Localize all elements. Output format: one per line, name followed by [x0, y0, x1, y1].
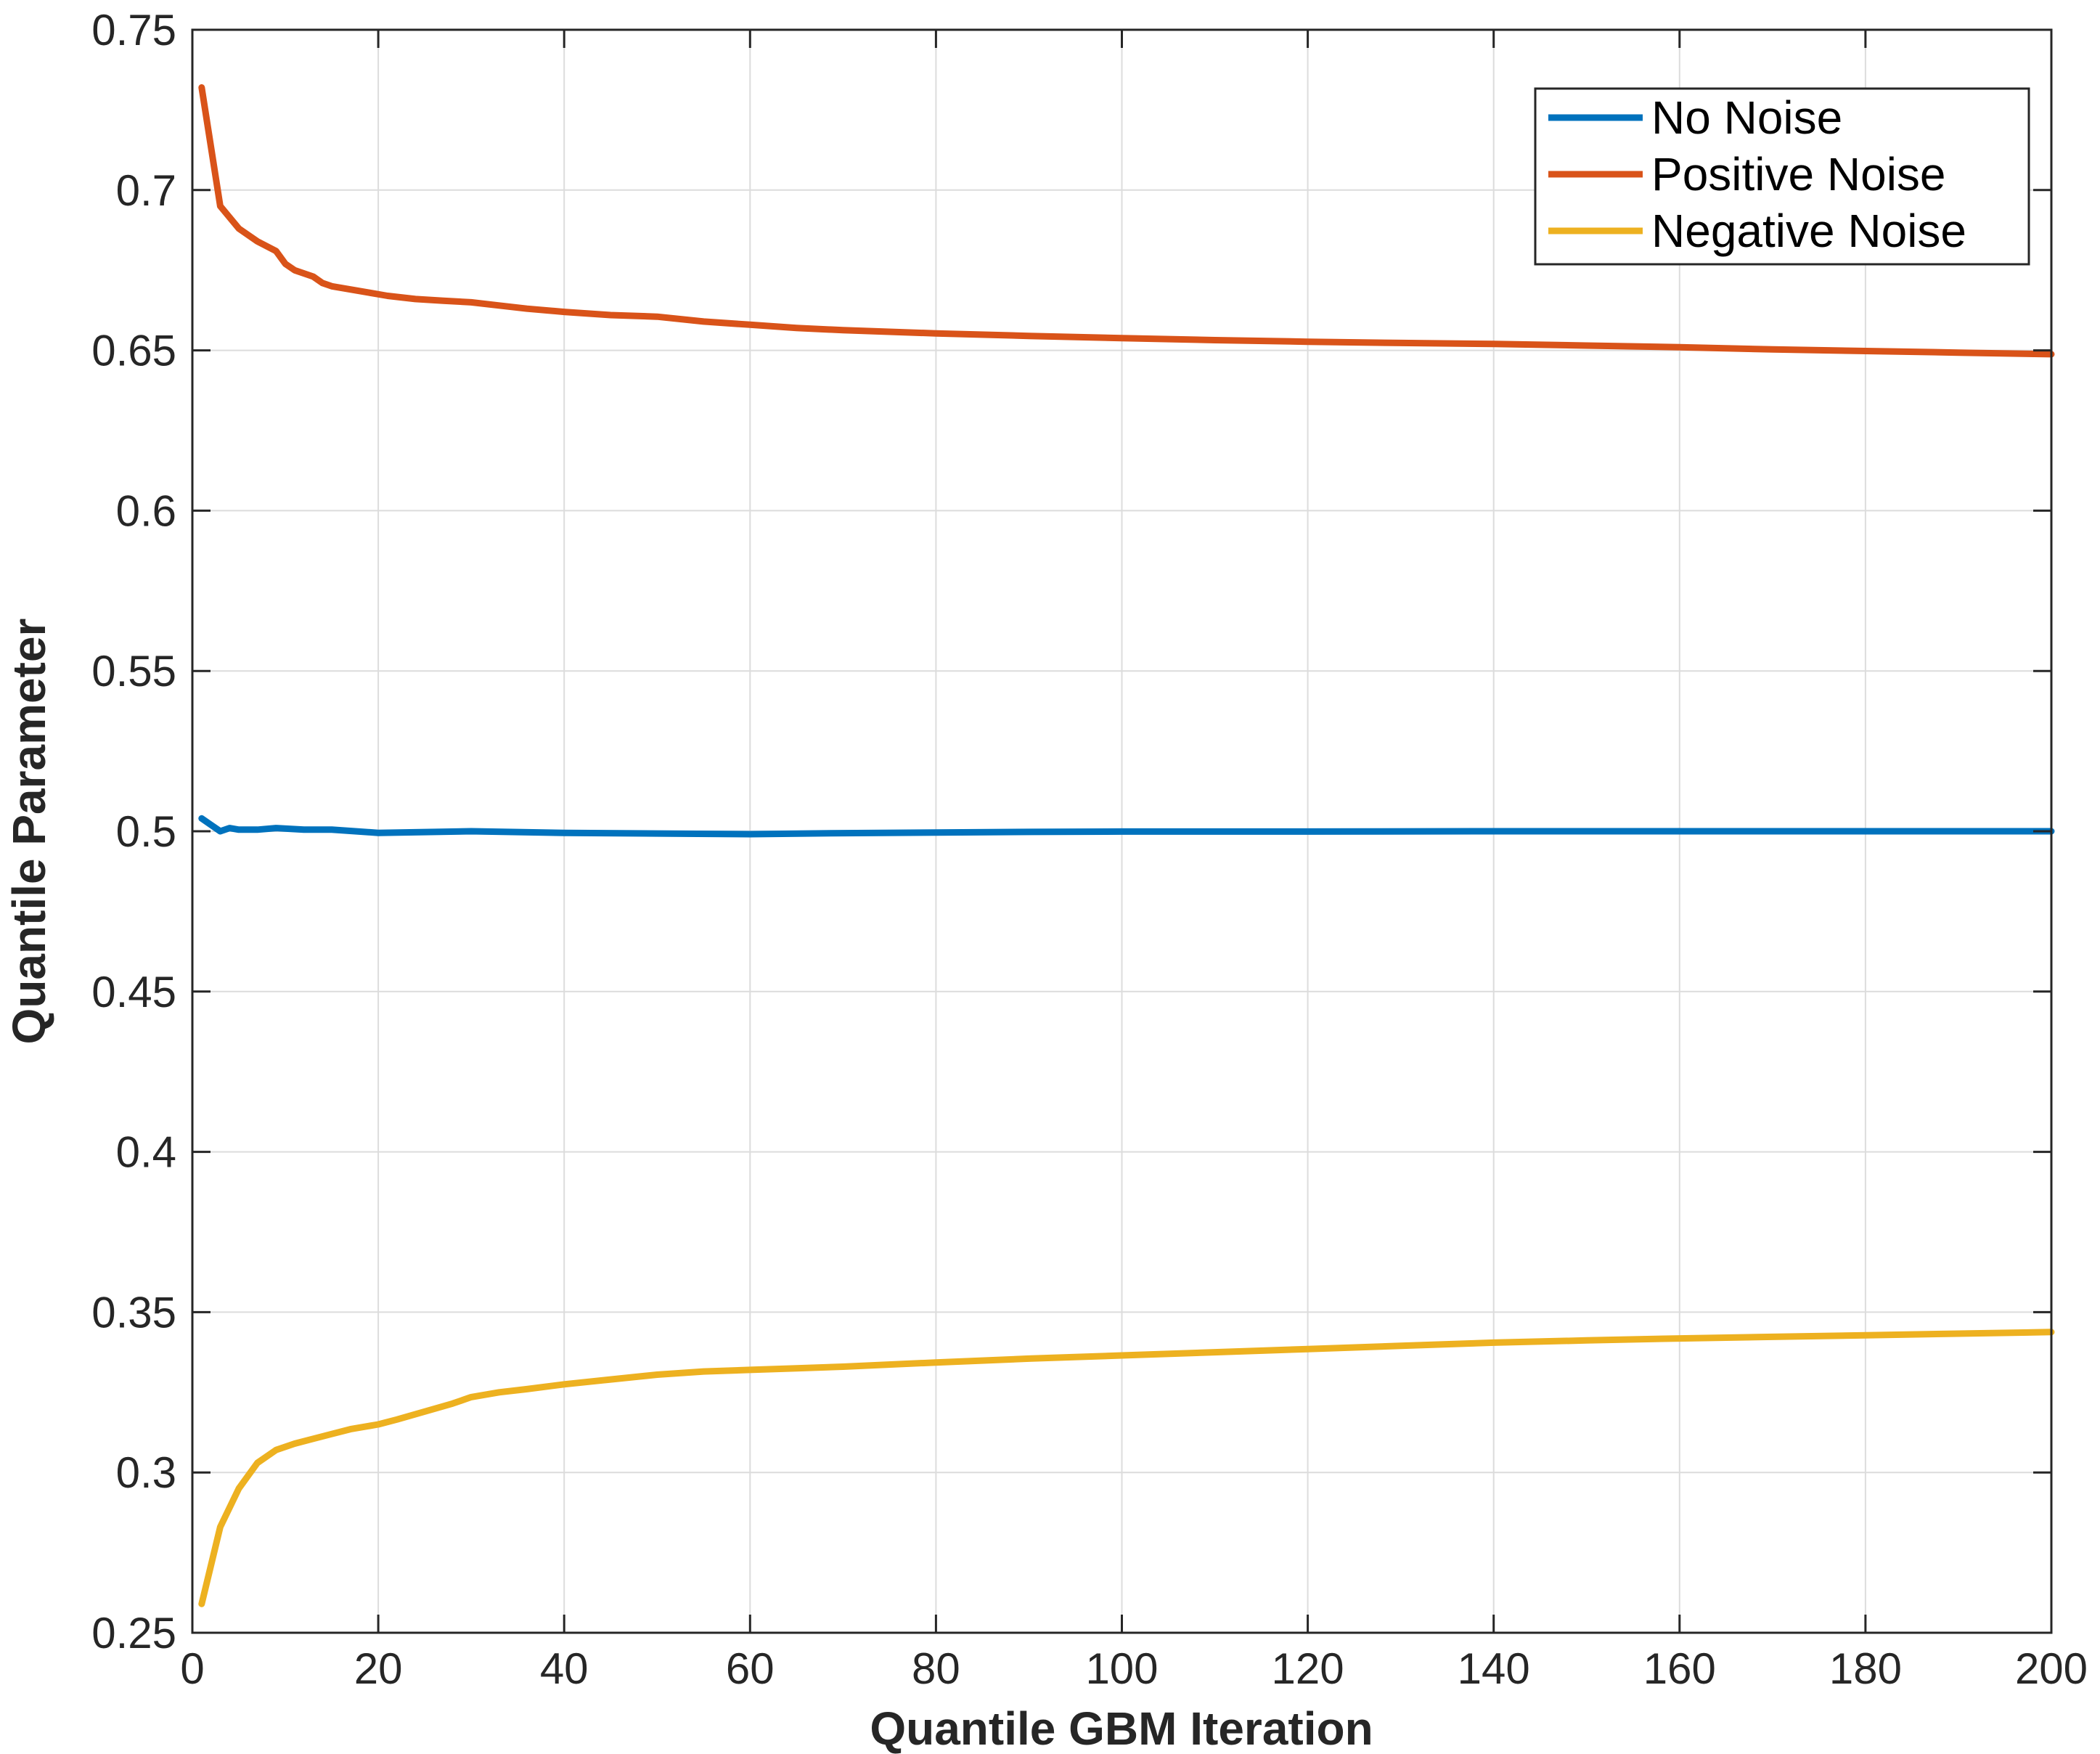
x-tick-label: 180 [1829, 1644, 1902, 1693]
x-tick-label: 140 [1458, 1644, 1530, 1693]
x-tick-label: 80 [912, 1644, 960, 1693]
y-tick-labels: 0.25 0.3 0.35 0.4 0.45 0.5 0.55 0.6 0.65 0.7 0.75 [91, 6, 176, 1657]
series-lines [198, 84, 2055, 1607]
x-tick-label: 160 [1643, 1644, 1716, 1693]
x-tick-label: 100 [1085, 1644, 1158, 1693]
y-tick-label: 0.7 [116, 166, 176, 215]
y-tick-label: 0.65 [91, 327, 176, 375]
y-tick-label: 0.6 [116, 486, 176, 535]
x-tick-label: 40 [540, 1644, 589, 1693]
series-line-no-noise [198, 815, 2055, 838]
y-tick-label: 0.55 [91, 647, 176, 696]
x-tick-label: 20 [354, 1644, 403, 1693]
x-tick-labels: 0 20 40 60 80 100 120 140 160 180 200 [180, 1644, 2088, 1693]
legend-label-no-noise: No Noise [1651, 91, 1842, 144]
y-tick-label: 0.35 [91, 1288, 176, 1337]
y-tick-label: 0.25 [91, 1609, 176, 1657]
x-tick-label: 0 [180, 1644, 204, 1693]
x-tick-label: 60 [726, 1644, 775, 1693]
series-line-negative-noise [198, 1329, 2055, 1607]
y-tick-label: 0.75 [91, 6, 176, 54]
y-tick-label: 0.3 [116, 1448, 176, 1497]
legend-label-negative-noise: Negative Noise [1651, 205, 1966, 257]
x-tick-label: 120 [1272, 1644, 1344, 1693]
x-tick-label: 200 [2015, 1644, 2088, 1693]
y-axis-label: Quantile Parameter [3, 619, 55, 1045]
y-tick-label: 0.4 [116, 1128, 176, 1177]
y-tick-label: 0.5 [116, 807, 176, 856]
legend-label-positive-noise: Positive Noise [1651, 148, 1946, 200]
y-tick-label: 0.45 [91, 968, 176, 1016]
axis-ticks [191, 28, 2053, 1634]
series-line-positive-noise [198, 84, 2055, 358]
x-axis-label: Quantile GBM Iteration [870, 1702, 1373, 1754]
